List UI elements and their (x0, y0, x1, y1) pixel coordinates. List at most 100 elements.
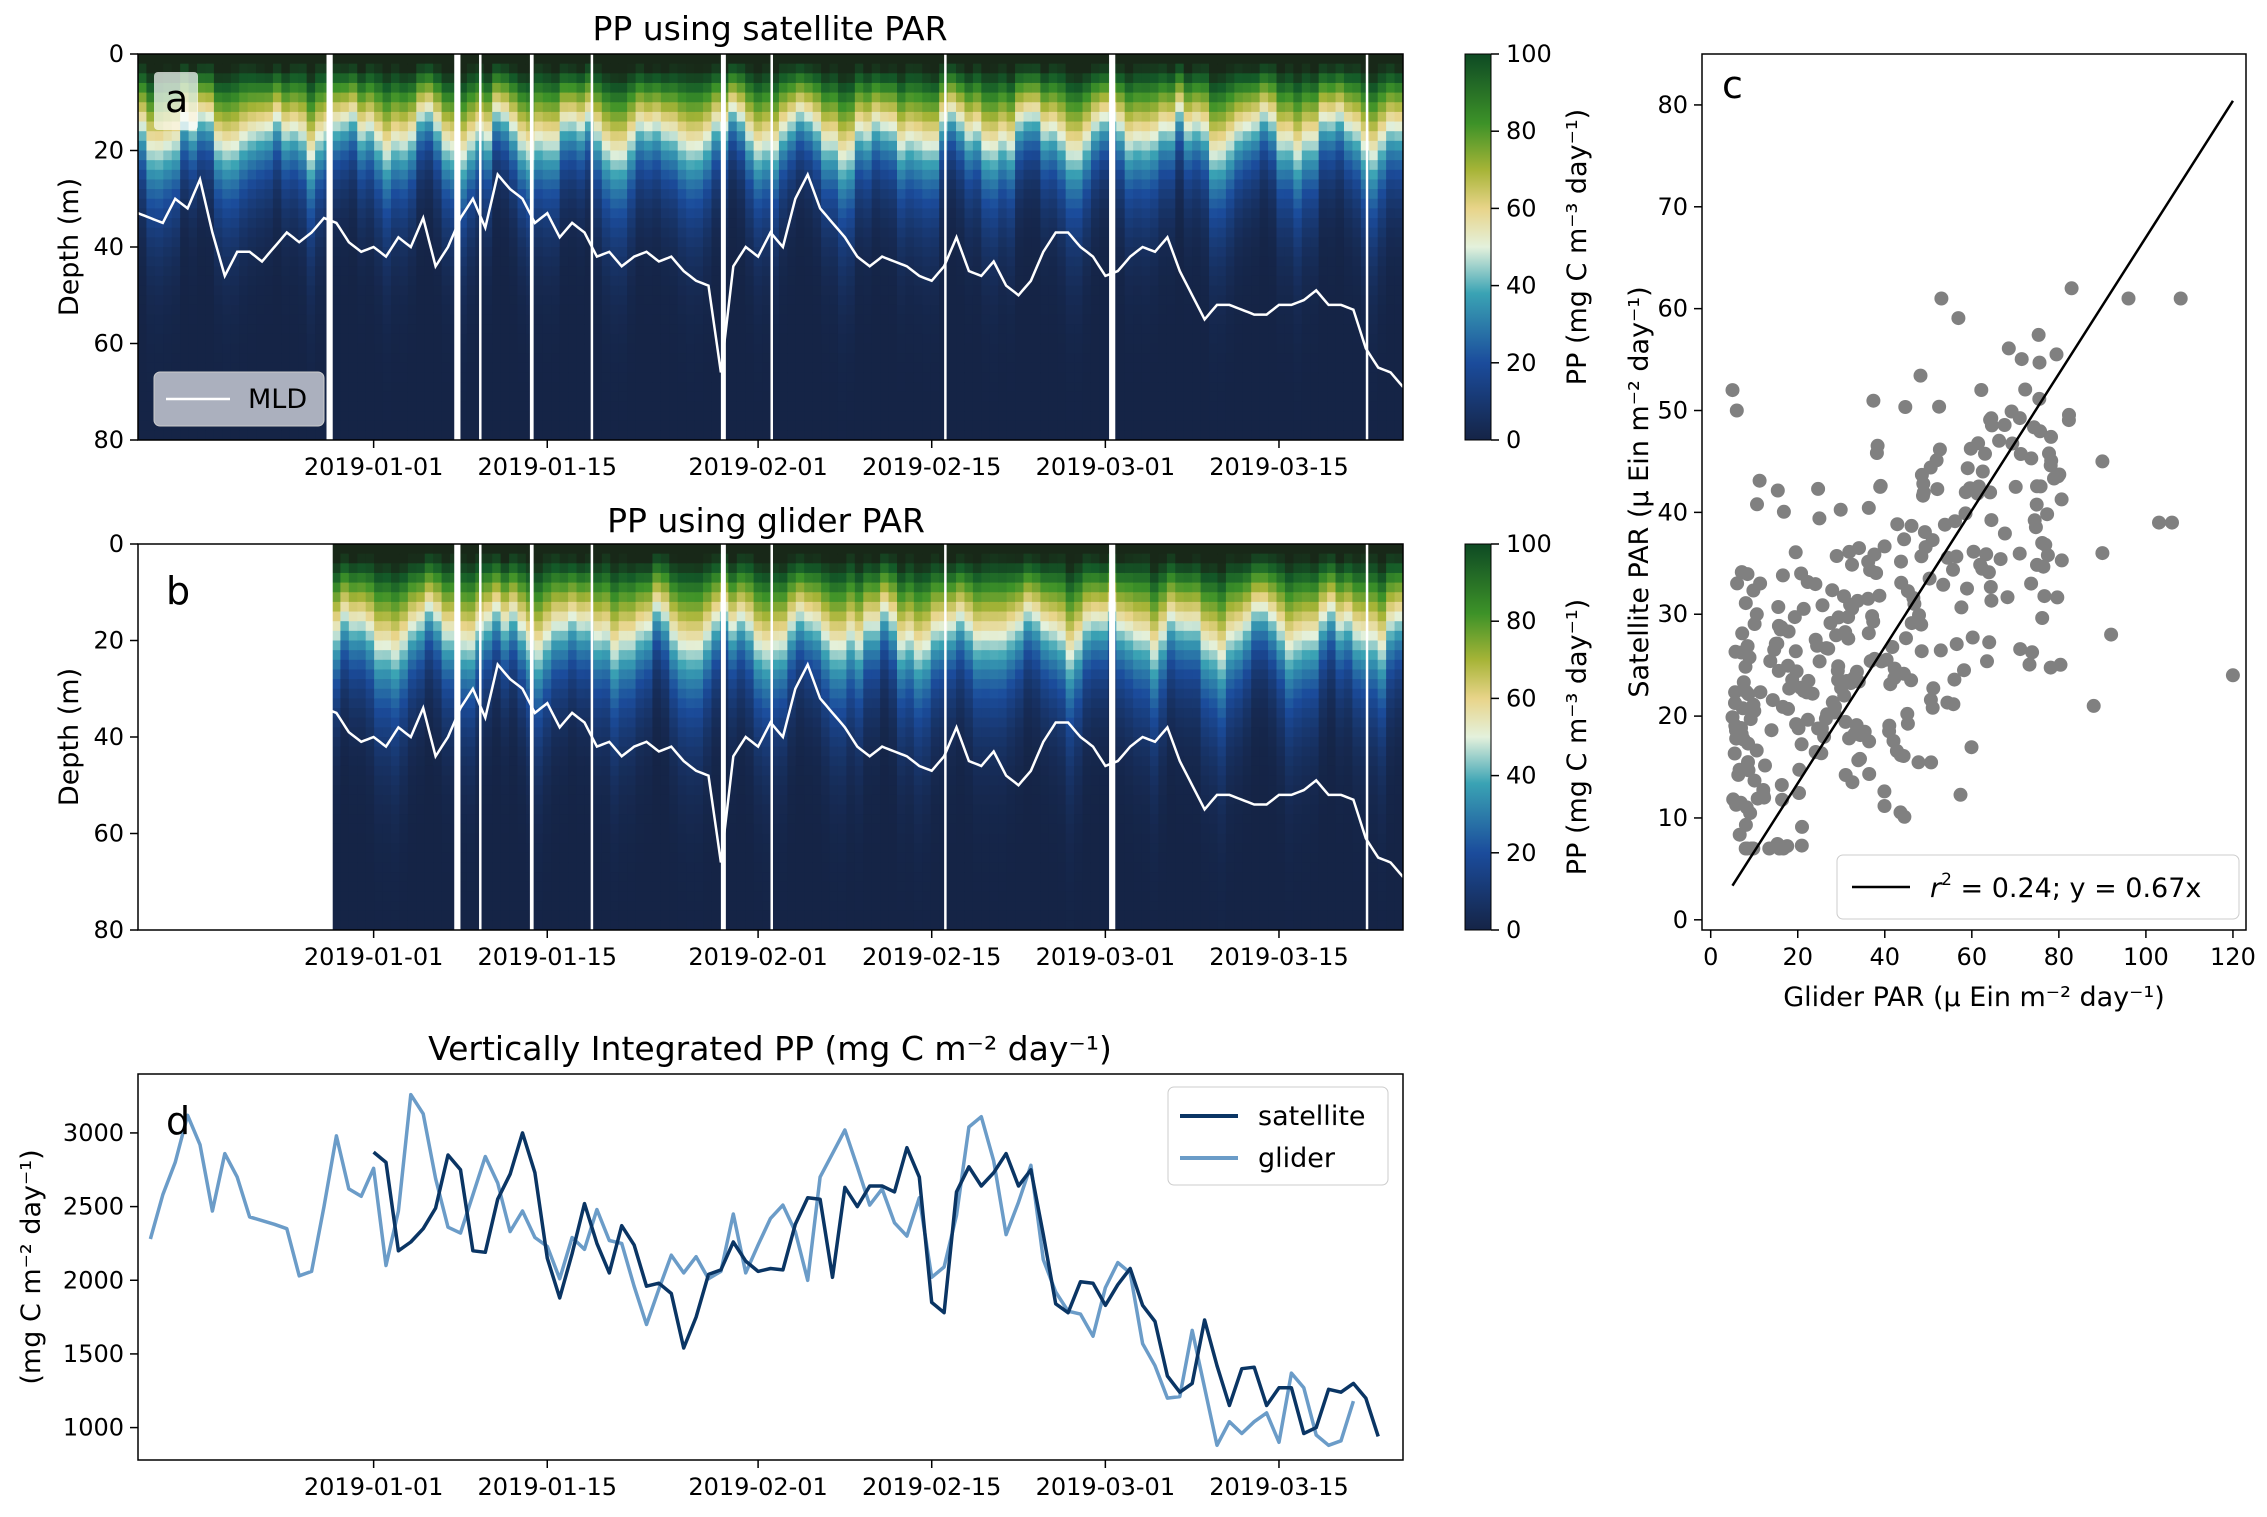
heatmap-cell (1141, 420, 1151, 431)
heatmap-cell (230, 92, 240, 103)
heatmap-cell (956, 92, 966, 103)
heatmap-cell (745, 420, 755, 431)
heatmap-cell (829, 285, 839, 296)
heatmap-cell (635, 295, 645, 306)
heatmap-cell (728, 169, 738, 181)
heatmap-cell (837, 391, 847, 402)
heatmap-cell (138, 218, 148, 229)
heatmap-cell (956, 227, 966, 238)
heatmap-cell (618, 247, 628, 258)
heatmap-cell (1116, 198, 1126, 209)
heatmap-cell (939, 382, 949, 393)
heatmap-cell (601, 314, 611, 325)
heatmap-cell (197, 227, 207, 238)
heatmap-cell (1048, 343, 1058, 354)
heatmap-cell (1133, 285, 1143, 296)
heatmap-cell (374, 372, 384, 383)
heatmap-cell (829, 295, 839, 306)
heatmap-cell (576, 111, 586, 123)
heatmap-cell (846, 304, 856, 316)
heatmap-cell (601, 266, 611, 277)
heatmap-cell (694, 304, 704, 316)
heatmap-cell (584, 362, 594, 374)
heatmap-cell (247, 140, 257, 152)
heatmap-cell (416, 256, 426, 267)
heatmap-cell (804, 198, 814, 209)
heatmap-cell (1158, 54, 1168, 65)
heatmap-cell (1031, 121, 1041, 132)
heatmap-cell (922, 324, 932, 335)
heatmap-cell (593, 430, 603, 440)
heatmap-cell (736, 285, 746, 296)
heatmap-cell (205, 189, 215, 200)
heatmap-cell (559, 420, 569, 431)
heatmap-cell (1090, 208, 1100, 219)
heatmap-cell (913, 131, 923, 142)
heatmap-cell (399, 420, 409, 431)
heatmap-cell (998, 266, 1008, 277)
heatmap-cell (306, 111, 316, 123)
heatmap-cell (584, 121, 594, 132)
heatmap-cell (922, 111, 932, 123)
heatmap-cell (424, 353, 434, 364)
heatmap-cell (298, 92, 308, 103)
heatmap-cell (1040, 430, 1050, 440)
heatmap-cell (686, 353, 696, 364)
heatmap-cell (998, 227, 1008, 238)
heatmap-cell (1141, 227, 1151, 238)
heatmap-cell (551, 160, 561, 171)
heatmap-cell (989, 324, 999, 335)
heatmap-cell (180, 247, 190, 258)
heatmap-cell (922, 372, 932, 383)
heatmap-cell (247, 333, 257, 345)
heatmap-cell (1116, 92, 1126, 103)
heatmap-cell (146, 247, 156, 258)
heatmap-cell (930, 131, 940, 142)
heatmap-cell (812, 430, 822, 440)
heatmap-cell (736, 391, 746, 402)
heatmap-cell (964, 391, 974, 402)
heatmap-cell (146, 111, 156, 123)
heatmap-cell (770, 295, 780, 306)
heatmap-cell (762, 160, 772, 171)
heatmap-cell (1099, 362, 1109, 374)
heatmap-cell (281, 353, 291, 364)
heatmap-cell (989, 82, 999, 94)
heatmap-cell (981, 160, 991, 171)
heatmap-cell (981, 247, 991, 258)
heatmap-cell (964, 140, 974, 152)
heatmap-cell (989, 401, 999, 412)
heatmap-cell (576, 430, 586, 440)
heatmap-cell (542, 304, 552, 316)
heatmap-cell (171, 285, 181, 296)
heatmap-cell (1124, 333, 1134, 345)
heatmap-cell (542, 256, 552, 267)
heatmap-cell (222, 179, 232, 190)
heatmap-cell (829, 333, 839, 345)
heatmap-cell (1133, 333, 1143, 345)
heatmap-cell (559, 256, 569, 267)
heatmap-cell (1057, 237, 1067, 248)
heatmap-cell (416, 54, 426, 65)
heatmap-cell (837, 333, 847, 345)
heatmap-cell (222, 131, 232, 142)
heatmap-cell (770, 150, 780, 161)
heatmap-cell (433, 343, 443, 354)
heatmap-cell (1116, 237, 1126, 248)
heatmap-cell (154, 150, 164, 161)
heatmap-cell (795, 314, 805, 325)
heatmap-cell (972, 140, 982, 152)
heatmap-cell (315, 92, 325, 103)
heatmap-cell (1082, 324, 1092, 335)
heatmap-cell (913, 237, 923, 248)
heatmap-cell (998, 73, 1008, 84)
heatmap-cell (745, 353, 755, 364)
heatmap-cell (407, 111, 417, 123)
heatmap-cell (1133, 208, 1143, 219)
heatmap-cell (1040, 372, 1050, 383)
heatmap-cell (138, 111, 148, 123)
heatmap-cell (711, 256, 721, 267)
heatmap-cell (736, 189, 746, 200)
heatmap-cell (517, 304, 527, 316)
heatmap-cell (171, 353, 181, 364)
